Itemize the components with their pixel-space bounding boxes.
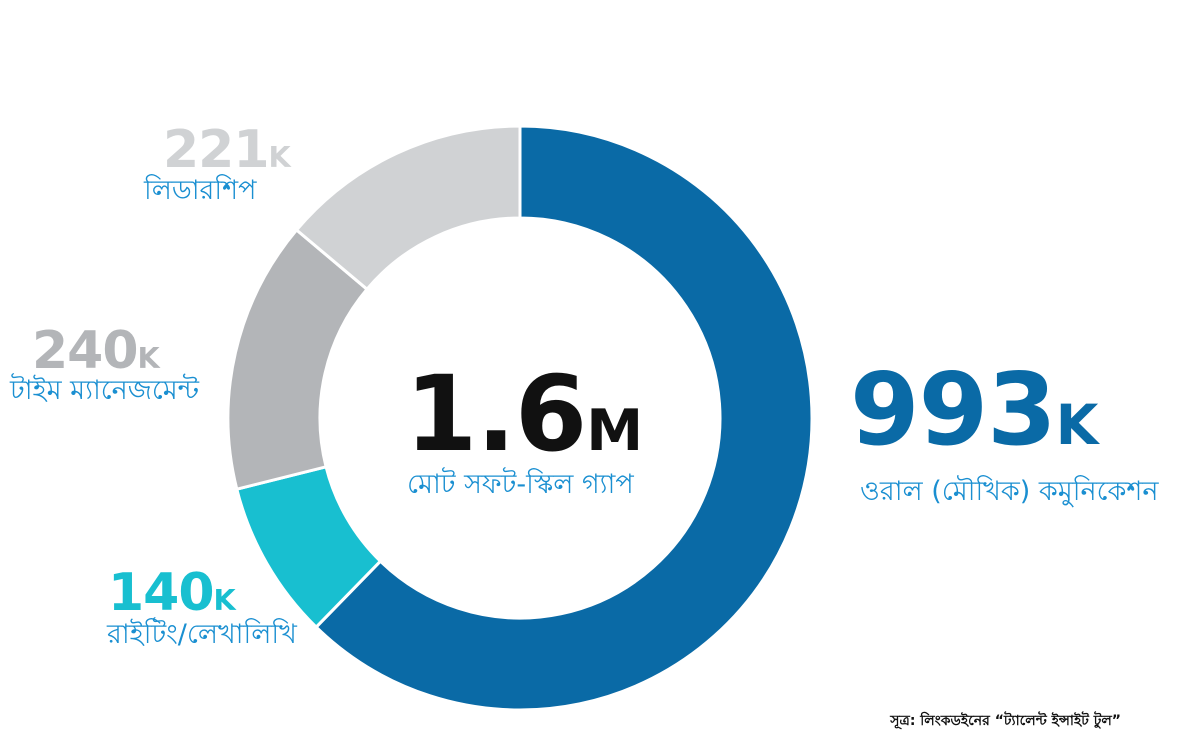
value-time-management-unit: K [137, 341, 160, 375]
donut-slices [226, 124, 814, 712]
center-total-unit: M [586, 398, 644, 464]
label-writing: রাইটিং/লেখালিখি [107, 619, 297, 650]
value-writing-unit: K [213, 583, 236, 617]
value-leadership-number: 221 [163, 120, 270, 180]
source-note: সূত্র: লিংকডইনের “ট্যালেন্ট ইন্সাইট টুল” [890, 713, 1121, 729]
value-time-management: 240K [32, 325, 160, 377]
value-time-management-number: 240 [32, 321, 139, 381]
value-writing-number: 140 [108, 563, 215, 623]
label-leadership: লিডারশিপ [144, 175, 257, 206]
label-time-management: টাইম ম্যানেজমেন্ট [10, 375, 200, 406]
center-total-number: 1.6 [405, 353, 587, 475]
center-total-label: মোট সফট-স্কিল গ্যাপ [407, 469, 634, 500]
value-writing: 140K [108, 567, 236, 619]
value-oral-communication: 993K [850, 360, 1098, 460]
slice-oral-communication [314, 124, 814, 712]
value-leadership-unit: K [268, 140, 291, 174]
value-oral-communication-number: 993 [850, 351, 1057, 468]
slice-leadership [294, 124, 522, 292]
value-leadership: 221K [163, 124, 291, 176]
value-oral-communication-unit: K [1055, 393, 1099, 457]
label-oral-communication: ওরাল (মৌখিক) কমুনিকেশন [860, 476, 1159, 507]
center-total-value: 1.6M [405, 362, 643, 466]
